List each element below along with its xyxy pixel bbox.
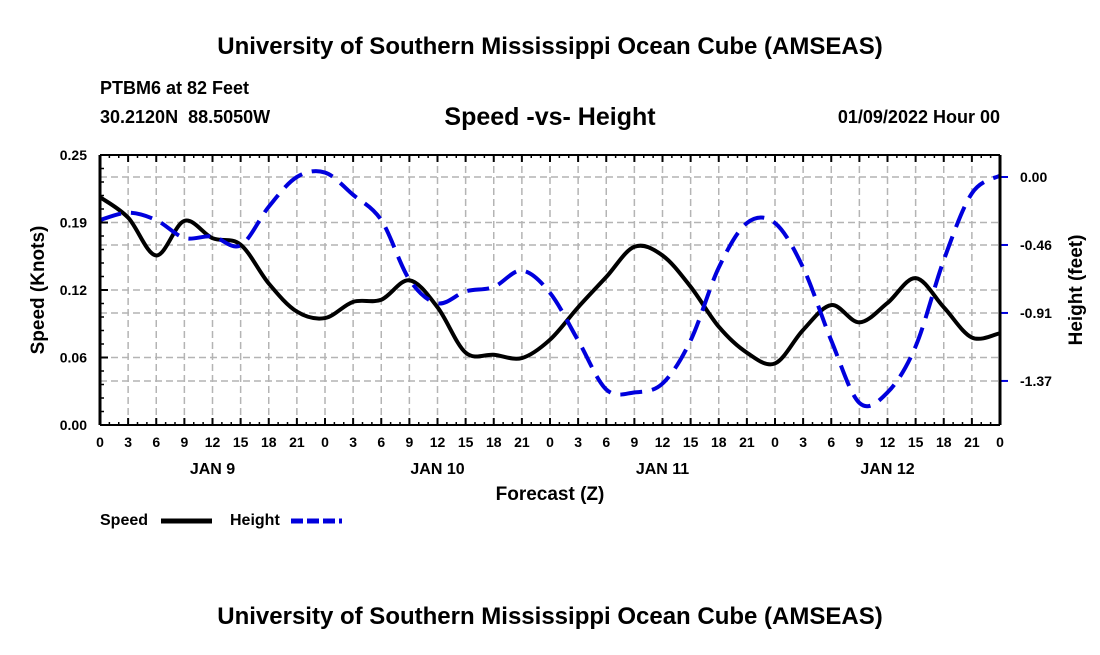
x-tick-label: 9 [180, 434, 188, 450]
x-tick-label: 3 [799, 434, 807, 450]
footer-title: University of Southern Mississippi Ocean… [217, 603, 882, 630]
x-tick-label: 12 [430, 434, 446, 450]
y2-tick-label: -0.46 [1020, 237, 1052, 253]
x-tick-label: 18 [486, 434, 502, 450]
x-tick-label: 15 [908, 434, 924, 450]
x-axis-label: Forecast (Z) [496, 484, 605, 505]
x-tick-label: 6 [377, 434, 385, 450]
day-label: JAN 9 [190, 461, 235, 478]
main-title: University of Southern Mississippi Ocean… [217, 33, 882, 60]
x-tick-label: 15 [458, 434, 474, 450]
legend-height-label: Height [230, 512, 280, 529]
x-tick-label: 9 [630, 434, 638, 450]
y2-tick-label: -0.91 [1020, 305, 1052, 321]
y-tick-label: 0.25 [60, 147, 87, 163]
y2-tick-label: -1.37 [1020, 373, 1052, 389]
y2-tick-label: 0.00 [1020, 169, 1047, 185]
day-label: JAN 12 [860, 461, 914, 478]
grid [100, 155, 1000, 425]
legend-speed-label: Speed [100, 512, 148, 529]
datetime-label: 01/09/2022 Hour 00 [838, 107, 1000, 127]
day-label: JAN 10 [410, 461, 464, 478]
x-tick-label: 15 [683, 434, 699, 450]
x-tick-label: 3 [349, 434, 357, 450]
x-tick-label: 0 [96, 434, 104, 450]
y-axis-label: Speed (Knots) [28, 226, 49, 355]
x-tick-label: 12 [205, 434, 221, 450]
x-tick-label: 12 [655, 434, 671, 450]
x-tick-label: 3 [574, 434, 582, 450]
x-tick-label: 6 [827, 434, 835, 450]
x-tick-label: 9 [855, 434, 863, 450]
x-tick-label: 15 [233, 434, 249, 450]
y2-axis-label: Height (feet) [1066, 235, 1087, 346]
x-tick-label: 21 [514, 434, 530, 450]
x-tick-label: 21 [964, 434, 980, 450]
x-tick-label: 18 [711, 434, 727, 450]
x-tick-label: 21 [289, 434, 305, 450]
y-tick-label: 0.12 [60, 282, 87, 298]
series-group [98, 169, 1002, 409]
series-line-height [99, 169, 1002, 409]
x-tick-label: 0 [546, 434, 554, 450]
y-tick-label: 0.06 [60, 350, 87, 366]
y-tick-label: 0.00 [60, 417, 87, 433]
chart-title: Speed -vs- Height [444, 103, 656, 131]
x-tick-label: 0 [996, 434, 1004, 450]
x-tick-label: 0 [771, 434, 779, 450]
x-tick-label: 21 [739, 434, 755, 450]
axes: 0 3 6 9 12 15 18 21 0 3 6 9 12 15 18 21 0 3 6 9 12 15 18 21 0 3 6 9… [60, 147, 1052, 478]
y-tick-label: 0.19 [60, 215, 87, 231]
legend: Speed Height [100, 512, 342, 529]
day-label: JAN 11 [636, 461, 689, 478]
x-tick-label: 6 [152, 434, 160, 450]
coords-label: 30.2120N 88.5050W [100, 107, 270, 127]
x-tick-label: 18 [936, 434, 952, 450]
x-tick-label: 3 [124, 434, 132, 450]
station-label: PTBM6 at 82 Feet [100, 78, 249, 98]
x-tick-label: 6 [602, 434, 610, 450]
x-tick-label: 9 [405, 434, 413, 450]
x-tick-label: 12 [880, 434, 896, 450]
x-tick-label: 18 [261, 434, 277, 450]
x-tick-label: 0 [321, 434, 329, 450]
series-line-speed [98, 195, 1001, 367]
